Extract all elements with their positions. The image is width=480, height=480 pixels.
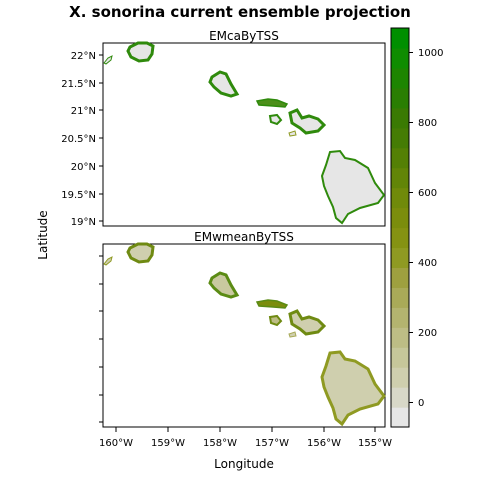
- island-oahu-top: [208, 70, 240, 98]
- lat-axis-top: 22°N 21.5°N 21°N 20.5°N 20°N 19.5°N 19°N: [61, 51, 103, 228]
- colorbar-segment: [391, 247, 409, 268]
- colorbar-segment: [391, 267, 409, 288]
- colorbar-segment: [391, 347, 409, 368]
- colorbar-frame: [390, 27, 410, 428]
- colorbar-segment: [391, 187, 409, 209]
- colorbar-segments: [391, 28, 409, 428]
- figure-title: X. sonorina current ensemble projection: [69, 3, 411, 21]
- colorbar-segment: [391, 67, 409, 89]
- lat-tick-label: 19.5°N: [61, 190, 96, 201]
- lon-tick-label: 157°W: [255, 438, 289, 449]
- colorbar-tick-label: 1000: [418, 48, 443, 59]
- colorbar-segment: [391, 107, 409, 129]
- island-molokai-top: [255, 98, 289, 108]
- colorbar-tick-label: 0: [418, 398, 424, 409]
- lat-tick-label: 21°N: [71, 106, 96, 117]
- lat-tick-label: 21.5°N: [61, 79, 96, 90]
- lat-tick-label: 22°N: [71, 51, 96, 62]
- colorbar-segment: [391, 387, 409, 408]
- colorbar-segment: [391, 407, 409, 428]
- colorbar-segment: [391, 227, 409, 249]
- panel-title-bottom: EMwmeanByTSS: [194, 230, 294, 244]
- colorbar-segment: [391, 28, 409, 49]
- colorbar-segment: [391, 327, 409, 348]
- lon-tick-label: 158°W: [203, 438, 237, 449]
- x-axis-label: Longitude: [214, 457, 274, 471]
- colorbar-segment: [391, 167, 409, 189]
- island-hawaii-top: [320, 149, 386, 225]
- lon-tick-label: 156°W: [307, 438, 341, 449]
- colorbar-ticks: 0 200 400 600 800 1000: [409, 48, 443, 409]
- panel-title-top: EMcaByTSS: [209, 29, 279, 43]
- lat-axis-bottom: [99, 255, 103, 423]
- island-kauai-top: [126, 41, 155, 63]
- colorbar-segment: [391, 207, 409, 229]
- panel-emcabytss: EMcaByTSS 22°N 21.5°N 21°N 20.: [61, 29, 386, 228]
- colorbar-segment: [391, 127, 409, 149]
- island-maui-bottom: [288, 309, 327, 336]
- lon-tick-label: 155°W: [358, 438, 392, 449]
- colorbar-segment: [391, 87, 409, 109]
- y-axis-label: Latitude: [36, 210, 50, 259]
- island-kauai-bottom: [126, 242, 155, 264]
- colorbar-segment: [391, 147, 409, 169]
- island-kahoolawe-bottom: [288, 331, 297, 338]
- lat-tick-label: 19°N: [71, 217, 96, 228]
- lon-tick-label: 160°W: [99, 438, 133, 449]
- island-molokai-bottom: [255, 299, 289, 309]
- colorbar-tick-label: 600: [418, 188, 437, 199]
- colorbar-segment: [391, 47, 409, 69]
- island-niihau-bottom: [103, 256, 113, 266]
- island-kahoolawe-top: [288, 130, 297, 137]
- colorbar-tick-label: 400: [418, 258, 437, 269]
- colorbar-segment: [391, 367, 409, 388]
- island-oahu-bottom: [208, 271, 240, 299]
- island-niihau-top: [103, 55, 113, 65]
- lon-tick-label: 159°W: [151, 438, 185, 449]
- island-lanai-bottom: [268, 314, 283, 327]
- colorbar: 0 200 400 600 800 1000: [390, 27, 443, 428]
- island-maui-top: [288, 108, 327, 135]
- lat-tick-label: 20°N: [71, 162, 96, 173]
- colorbar-tick-label: 800: [418, 118, 437, 129]
- island-hawaii-bottom: [320, 350, 386, 427]
- panel-emwmeanbytss: EMwmeanByTSS: [99, 230, 392, 449]
- colorbar-tick-label: 200: [418, 328, 437, 339]
- colorbar-segment: [391, 307, 409, 328]
- lat-tick-label: 20.5°N: [61, 134, 96, 145]
- colorbar-segment: [391, 287, 409, 308]
- lon-axis: 160°W 159°W 158°W 157°W 156°W 155°W: [99, 427, 392, 449]
- island-lanai-top: [268, 113, 283, 126]
